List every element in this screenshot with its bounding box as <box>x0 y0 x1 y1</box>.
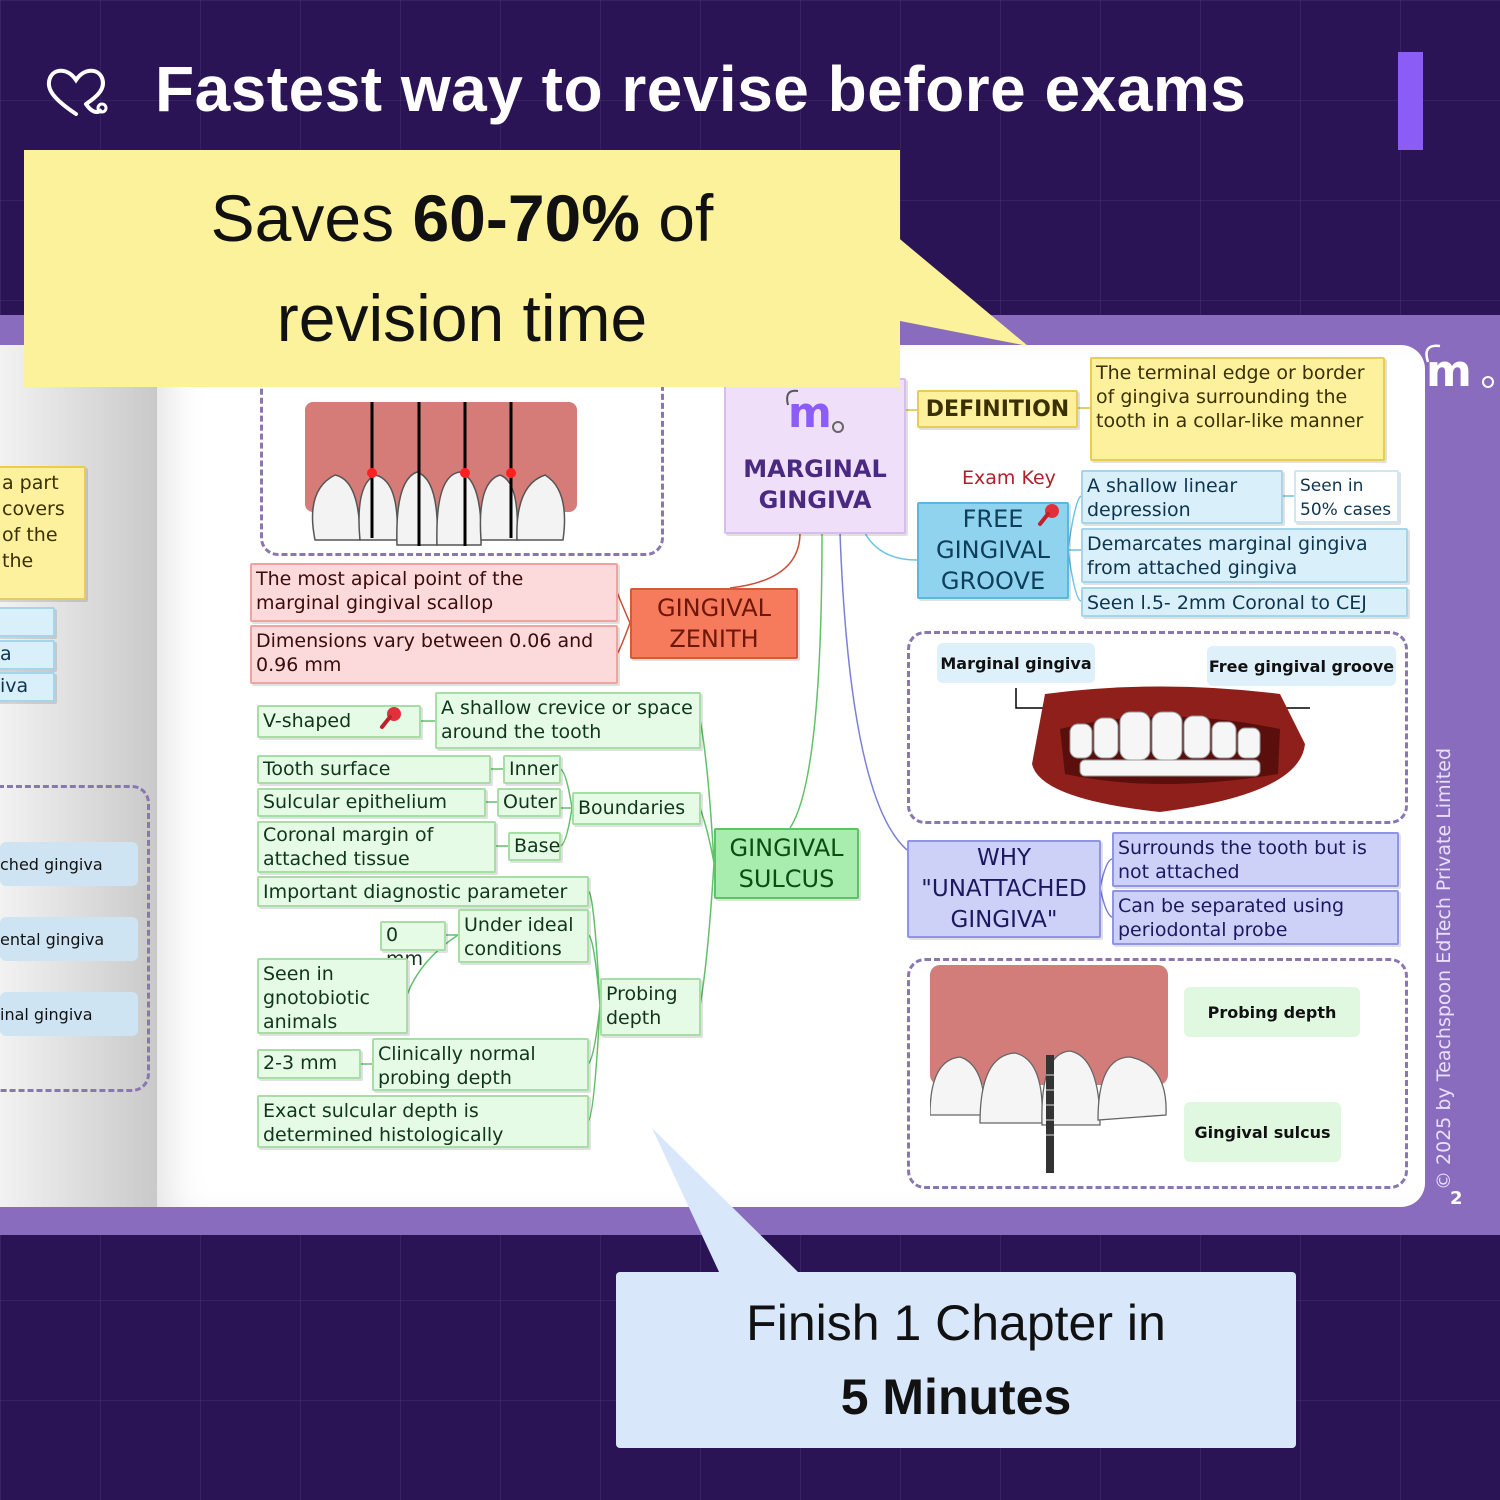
why-item: Can be separated using periodontal probe <box>1112 890 1399 945</box>
probing-exact: Exact sulcular depth is determined histo… <box>257 1095 589 1148</box>
page-number: 2 <box>1450 1188 1463 1209</box>
why-unattached-node[interactable]: WHY "UNATTACHED GINGIVA" <box>907 840 1101 938</box>
groove-item: A shallow linear depression <box>1081 470 1283 524</box>
gingival-sulcus-label: Gingival sulcus <box>1184 1102 1341 1162</box>
boundary-right: Outer <box>497 788 561 817</box>
gingival-sulcus-node[interactable]: GINGIVAL SULCUS <box>714 828 859 899</box>
snippet-line: a part <box>2 472 59 494</box>
definition-text: The terminal edge or border of gingiva s… <box>1090 357 1385 461</box>
zenith-item: Dimensions vary between 0.06 and 0.96 mm <box>250 625 618 684</box>
marginal-gingiva-label: Marginal gingiva <box>937 643 1095 683</box>
groove-item: Seen in 50% cases <box>1294 470 1399 523</box>
callout-finish-chapter: Finish 1 Chapter in 5 Minutes <box>616 1272 1296 1448</box>
snippet-line: the <box>2 550 34 572</box>
boundary-right: Inner <box>503 755 561 784</box>
left-blue-snippet: iva <box>0 672 55 702</box>
callout-line-1: Saves 60-70% of <box>24 168 900 268</box>
snippet-line: covers <box>2 498 65 520</box>
pushpin-icon <box>1038 504 1059 526</box>
central-topic-marginal-gingiva[interactable]: MARGINAL GINGIVA <box>724 378 906 534</box>
free-gingival-groove-label: Free gingival groove <box>1207 646 1396 686</box>
brand-logo-icon: m <box>786 388 844 437</box>
left-yellow-snippet: a part covers of the the <box>0 466 86 600</box>
zenith-item: The most apical point of the marginal gi… <box>250 563 618 622</box>
mouth-illustration <box>1015 686 1310 812</box>
accent-bar <box>1398 52 1423 150</box>
callout-text: Saves <box>210 181 413 255</box>
svg-text:m: m <box>1426 346 1472 397</box>
tooth-probe-illustration <box>930 965 1168 1173</box>
probing-important: Important diagnostic parameter <box>257 876 589 907</box>
svg-text:m: m <box>788 388 832 437</box>
callout-line-1: Finish 1 Chapter in <box>746 1295 1166 1351</box>
probing-normal: Clinically normal probing depth <box>372 1038 589 1091</box>
callout-highlight: 60-70% <box>412 181 640 255</box>
central-topic-label: MARGINAL GINGIVA <box>743 455 887 514</box>
mouth-image-frame <box>907 631 1408 824</box>
page-title: Fastest way to revise before exams <box>155 53 1247 125</box>
why-item: Surrounds the tooth but is not attached <box>1112 832 1399 887</box>
gingival-zenith-node[interactable]: GINGIVAL ZENITH <box>630 588 798 659</box>
boundaries-node[interactable]: Boundaries <box>572 792 701 825</box>
left-blue-snippet <box>0 607 55 637</box>
boundary-left: Coronal margin of attached tissue <box>257 821 496 873</box>
groove-item: Seen l.5- 2mm Coronal to CEJ <box>1081 587 1408 617</box>
definition-node[interactable]: DEFINITION <box>917 390 1078 428</box>
callout-saves-time: Saves 60-70% of revision time <box>24 150 900 387</box>
brand-logo-icon: m <box>1425 344 1494 397</box>
probing-normal-value: 2-3 mm <box>257 1049 361 1079</box>
pushpin-icon <box>380 707 401 729</box>
probing-gnoto: Seen in gnotobiotic animals <box>257 958 408 1034</box>
sulcus-definition: A shallow crevice or space around the to… <box>435 692 701 749</box>
probe-image-frame <box>907 958 1408 1189</box>
groove-item: Demarcates marginal gingiva from attache… <box>1081 528 1408 583</box>
heart-stethoscope-icon <box>46 68 108 116</box>
probing-depth-label: Probing depth <box>1184 987 1360 1037</box>
callout-text: of <box>639 181 714 255</box>
callout-line-2: revision time <box>276 281 648 355</box>
left-dashed-box <box>0 785 150 1092</box>
left-list-item: inal gingiva <box>0 992 138 1036</box>
boundary-left: Sulcular epithelium <box>257 788 486 817</box>
callout-line-2: 5 Minutes <box>840 1369 1072 1425</box>
left-list-item: ched gingiva <box>0 842 138 886</box>
boundary-left: Tooth surface <box>257 755 491 784</box>
boundary-right: Base <box>508 832 561 861</box>
teeth-zenith-illustration <box>305 402 577 546</box>
left-blue-snippet: a <box>0 640 55 670</box>
probing-depth-node[interactable]: Probing depth <box>600 978 701 1036</box>
exam-key-label: Exam Key <box>962 467 1056 489</box>
snippet-line: of the <box>2 524 58 546</box>
left-list-item: ental gingiva <box>0 917 138 961</box>
probing-ideal: Under ideal conditions <box>458 909 589 963</box>
